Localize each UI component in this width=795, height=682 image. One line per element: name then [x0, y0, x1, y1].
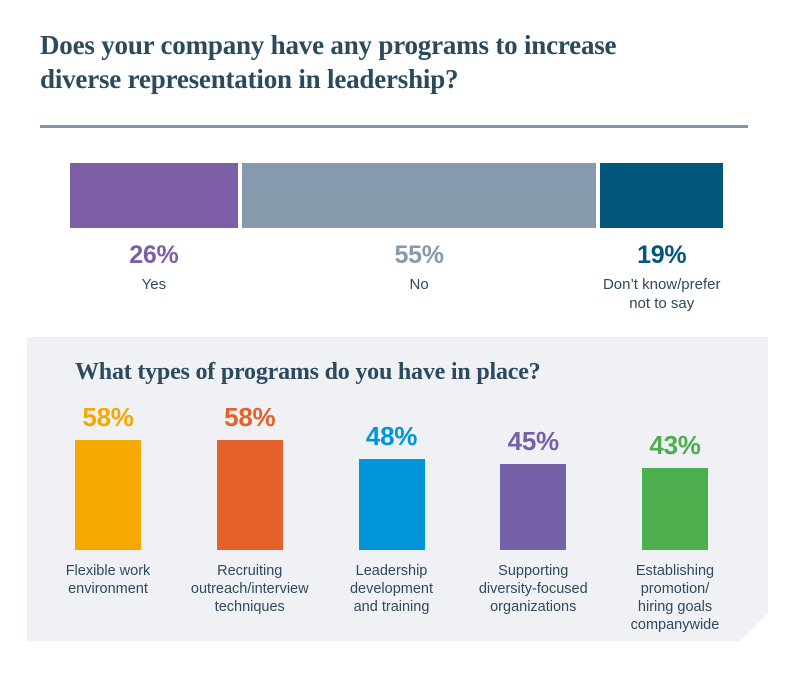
- question2-title: What types of programs do you have in pl…: [75, 359, 541, 385]
- stacked-label-no: 55% No: [242, 241, 597, 313]
- bar-column-supporting-organizations: 45% Supporting diversity-focused organiz…: [464, 400, 602, 634]
- stacked-label-dont-know: 19% Don’t know/prefer not to say: [600, 241, 723, 313]
- category-label: Leadership development and training: [349, 563, 434, 615]
- category-label: Yes: [141, 276, 167, 293]
- bar-supporting-organizations: [500, 464, 566, 550]
- stacked-segment-no: [241, 163, 597, 228]
- stacked-bar-labels: 26% Yes 55% No 19% Don’t know/prefer not…: [70, 241, 723, 313]
- stacked-segment-dont-know: [600, 163, 723, 228]
- bar-column-promotion-hiring-goals: 43% Establishing promotion/ hiring goals…: [606, 400, 744, 634]
- bar-leadership-development: [359, 459, 425, 550]
- divider-line: [40, 125, 748, 128]
- stacked-bar-chart: [70, 163, 723, 228]
- programs-panel: What types of programs do you have in pl…: [27, 337, 768, 641]
- value-label: 58%: [224, 402, 276, 432]
- value-label: 45%: [507, 426, 559, 456]
- category-label: Flexible work environment: [65, 563, 151, 597]
- value-label: 58%: [82, 402, 134, 432]
- bar-chart: 58% Flexible work environment 58% Recrui…: [27, 400, 768, 634]
- value-label: 48%: [365, 421, 418, 451]
- bar-column-leadership-development: 48% Leadership development and training: [323, 400, 461, 634]
- category-label: Supporting diversity-focused organizatio…: [478, 563, 588, 615]
- value-label: 19%: [637, 241, 687, 269]
- category-label: Establishing promotion/ hiring goals com…: [630, 563, 720, 633]
- bar-recruiting-outreach: [217, 440, 283, 550]
- stacked-segment-yes: [70, 163, 238, 228]
- bar-column-recruiting-outreach: 58% Recruiting outreach/interview techni…: [181, 400, 319, 634]
- category-label: Don’t know/prefer not to say: [602, 276, 721, 312]
- value-label: 55%: [394, 241, 444, 269]
- value-label: 26%: [129, 241, 179, 269]
- stacked-label-yes: 26% Yes: [70, 241, 238, 313]
- bar-column-flexible-work: 58% Flexible work environment: [39, 400, 177, 634]
- value-label: 43%: [649, 430, 701, 460]
- question1-title: Does your company have any programs to i…: [40, 30, 617, 94]
- category-label: Recruiting outreach/interview techniques: [190, 563, 309, 615]
- bar-flexible-work: [75, 440, 141, 550]
- category-label: No: [409, 276, 429, 293]
- bar-promotion-hiring-goals: [642, 468, 708, 550]
